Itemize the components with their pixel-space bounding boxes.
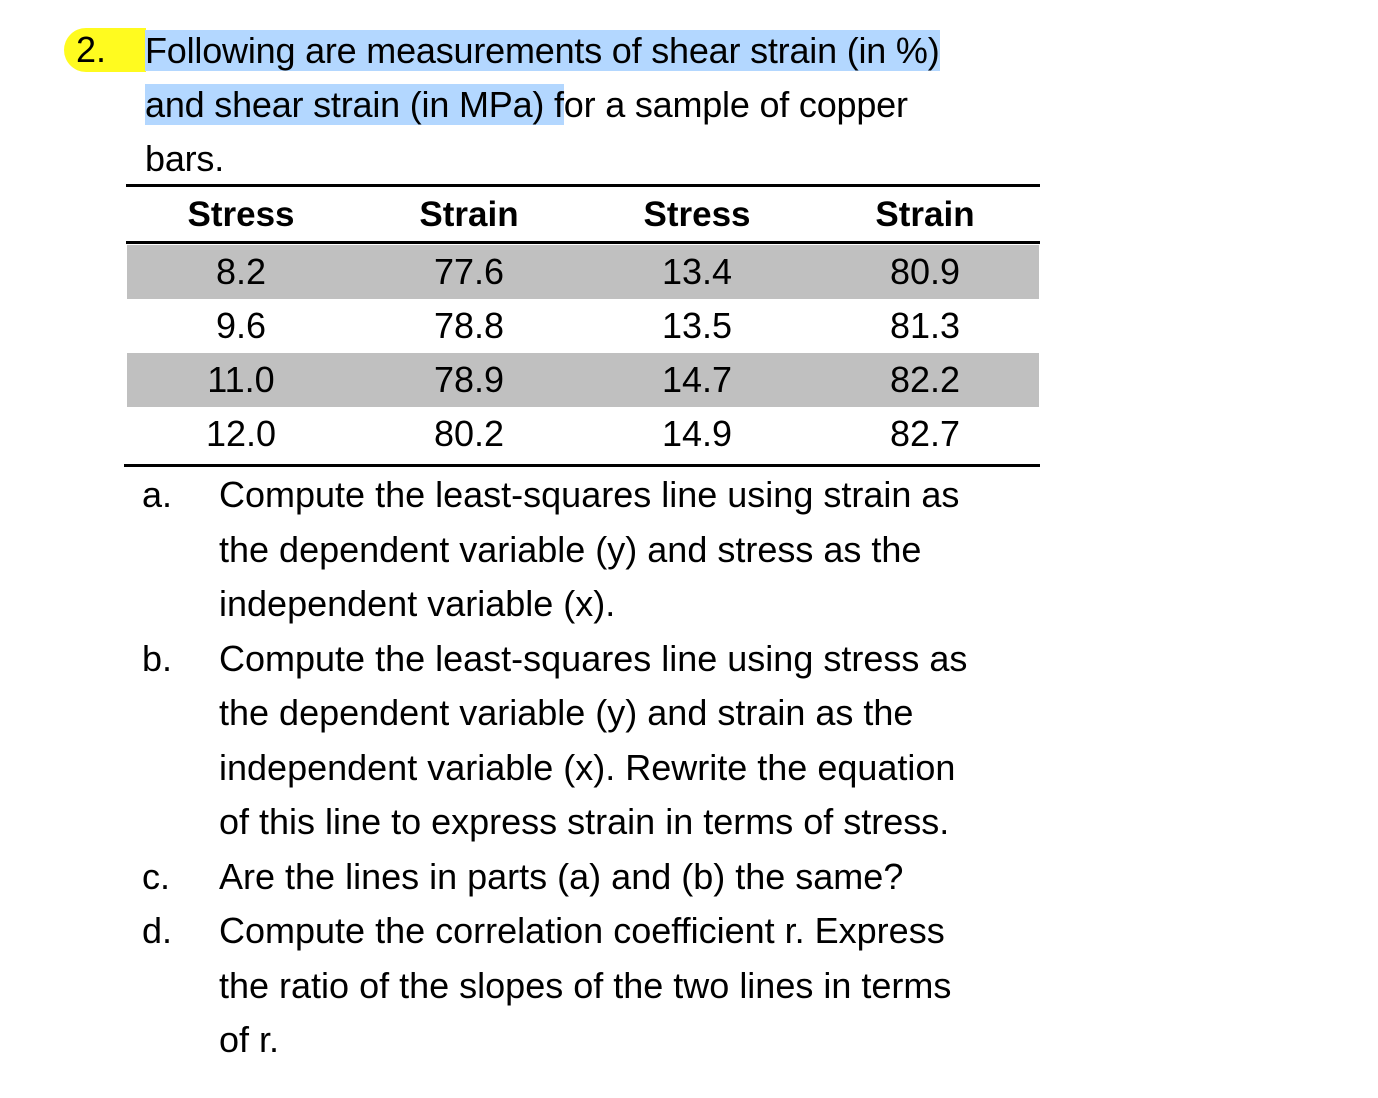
column-header: Stress xyxy=(187,195,295,234)
question-number-highlight: 2. xyxy=(64,28,146,72)
table-cell: 14.7 xyxy=(583,353,811,407)
part-text: Compute the correlation coefficient r. E… xyxy=(219,910,952,1060)
table-cell: 9.6 xyxy=(215,305,267,346)
part-label: c. xyxy=(142,855,171,897)
stress-strain-table: Stress Strain Stress Strain 8.2 77.6 13.… xyxy=(127,188,1039,461)
table-cell: 78.8 xyxy=(433,305,505,346)
part-a: a. Compute the least-squares line using … xyxy=(142,468,1142,632)
table-row: 9.6 78.8 13.5 81.3 xyxy=(127,299,1039,353)
part-text: Compute the least-squares line using str… xyxy=(219,637,968,843)
part-c: c. Are the lines in parts (a) and (b) th… xyxy=(142,850,1142,905)
table-header-row: Stress Strain Stress Strain xyxy=(127,188,1039,242)
column-header: Strain xyxy=(419,195,519,234)
table-row: 12.0 80.2 14.9 82.7 xyxy=(127,407,1039,461)
table-cell: 80.2 xyxy=(433,413,505,454)
column-header: Strain xyxy=(875,195,975,234)
stem-highlight: Following are measurements of shear stra… xyxy=(145,30,940,71)
table-cell: 11.0 xyxy=(127,353,355,407)
table-cell: 81.3 xyxy=(889,305,961,346)
stem-highlight: and shear strain (in MPa) f xyxy=(145,84,564,125)
table-cell: 13.4 xyxy=(583,245,811,299)
table-cell: 78.9 xyxy=(355,353,583,407)
part-text: Compute the least-squares line using str… xyxy=(219,474,960,624)
table-cell: 77.6 xyxy=(355,245,583,299)
stem-line-1: Following are measurements of shear stra… xyxy=(145,24,940,78)
table-bottom-rule xyxy=(124,464,1040,467)
part-b: b. Compute the least-squares line using … xyxy=(142,632,1142,850)
column-header: Stress xyxy=(643,195,751,234)
question-number: 2. xyxy=(76,29,107,70)
table-cell: 14.9 xyxy=(661,413,733,454)
table-row: 8.2 77.6 13.4 80.9 xyxy=(127,245,1039,299)
table-cell: 13.5 xyxy=(661,305,733,346)
part-label: d. xyxy=(142,910,173,951)
part-label: b. xyxy=(142,637,173,679)
question-parts: a. Compute the least-squares line using … xyxy=(142,468,1142,1068)
part-d: d. Compute the correlation coefficient r… xyxy=(142,904,1142,1068)
stem-line-2: and shear strain (in MPa) for a sample o… xyxy=(145,84,908,125)
table-top-rule xyxy=(126,184,1040,187)
table-row: 11.0 78.9 14.7 82.2 xyxy=(127,353,1039,407)
table-cell: 8.2 xyxy=(127,245,355,299)
part-text: Are the lines in parts (a) and (b) the s… xyxy=(219,855,904,897)
table-cell: 80.9 xyxy=(811,245,1039,299)
table-cell: 12.0 xyxy=(205,413,277,454)
table-cell: 82.7 xyxy=(889,413,961,454)
part-label: a. xyxy=(142,474,173,515)
question-stem: Following are measurements of shear stra… xyxy=(145,24,940,186)
table-cell: 82.2 xyxy=(811,353,1039,407)
table-header-rule xyxy=(126,241,1040,244)
stem-line-3: bars. xyxy=(145,138,225,179)
